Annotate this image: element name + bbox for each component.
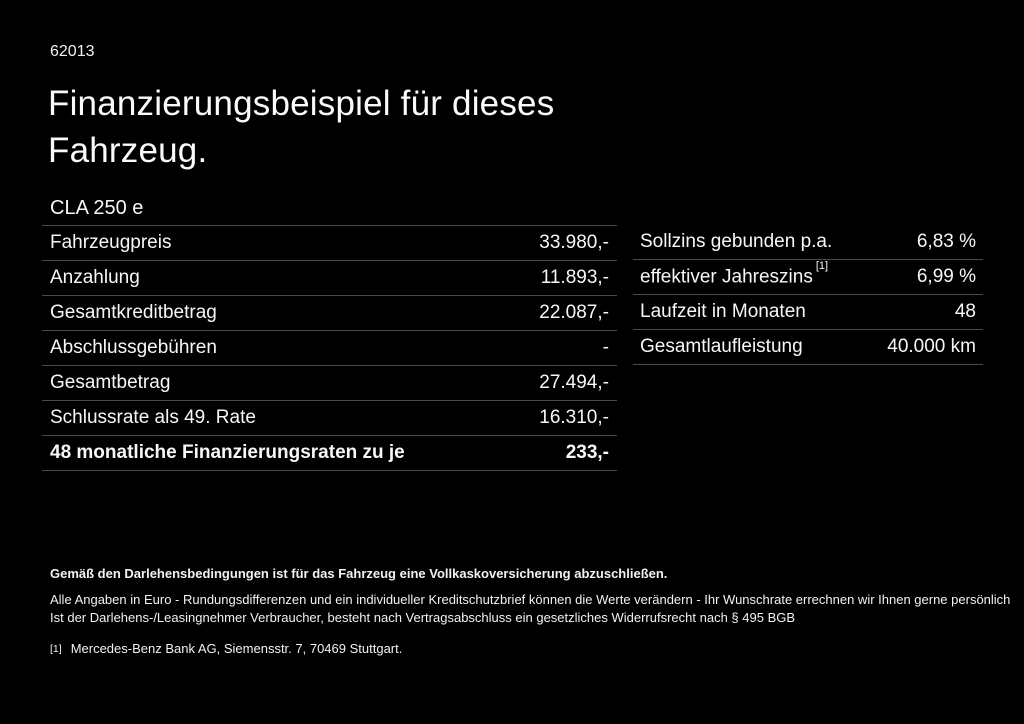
row-value: 16.310,- bbox=[539, 407, 609, 428]
table-row-fahrzeugpreis: Fahrzeugpreis 33.980,- bbox=[42, 225, 617, 260]
page-title-line-1: Finanzierungsbeispiel für dieses bbox=[48, 84, 555, 123]
footnote-ref: [1] bbox=[815, 259, 829, 272]
page-title-line-2: Fahrzeug. bbox=[48, 131, 208, 170]
row-label: Gesamtbetrag bbox=[50, 372, 171, 393]
table-row-gesamtbetrag: Gesamtbetrag 27.494,- bbox=[42, 365, 617, 400]
row-label-text: effektiver Jahreszins bbox=[640, 266, 813, 288]
table-row-abschlussgebuehren: Abschlussgebühren - bbox=[42, 330, 617, 365]
table-row-anzahlung: Anzahlung 11.893,- bbox=[42, 260, 617, 295]
row-value: 11.893,- bbox=[540, 267, 609, 288]
table-row-monatsrate: 48 monatliche Finanzierungsraten zu je 2… bbox=[42, 435, 617, 470]
row-value: 33.980,- bbox=[539, 232, 609, 253]
row-label: Gesamtkreditbetrag bbox=[50, 302, 217, 323]
footer-notes: Gemäß den Darlehensbedingungen ist für d… bbox=[50, 566, 1010, 656]
row-label: Laufzeit in Monaten bbox=[640, 301, 806, 322]
page-title: Finanzierungsbeispiel für dieses Fahrzeu… bbox=[48, 80, 554, 174]
finance-table: CLA 250 e Fahrzeugpreis 33.980,- Anzahlu… bbox=[42, 192, 617, 471]
row-label: Abschlussgebühren bbox=[50, 337, 217, 358]
footnote: [1] Mercedes-Benz Bank AG, Siemensstr. 7,… bbox=[50, 641, 1010, 656]
footnote-marker: [1] bbox=[50, 643, 62, 655]
row-value: 6,83 % bbox=[916, 231, 976, 252]
row-label: Schlussrate als 49. Rate bbox=[50, 407, 256, 428]
insurance-note: Gemäß den Darlehensbedingungen ist für d… bbox=[50, 566, 668, 581]
row-value: 40.000 km bbox=[887, 336, 976, 357]
table-row-sollzins: Sollzins gebunden p.a. 6,83 % bbox=[633, 225, 983, 260]
row-value: 27.494,- bbox=[539, 372, 609, 393]
disclaimer-line-1: Alle Angaben in Euro - Rundungsdifferenz… bbox=[50, 592, 1011, 607]
row-value: 6,99 % bbox=[916, 266, 976, 287]
table-row-schlussrate: Schlussrate als 49. Rate 16.310,- bbox=[42, 400, 617, 435]
doc-number: 62013 bbox=[50, 43, 95, 60]
footnote-text: Mercedes-Benz Bank AG, Siemensstr. 7, 70… bbox=[70, 641, 403, 656]
row-label: Gesamtlaufleistung bbox=[640, 336, 803, 357]
vehicle-model: CLA 250 e bbox=[50, 197, 144, 219]
table-row-gesamtlaufleistung: Gesamtlaufleistung 40.000 km bbox=[633, 330, 983, 365]
row-label: Anzahlung bbox=[50, 267, 140, 288]
row-value: 233,- bbox=[565, 442, 609, 463]
conditions-table: Sollzins gebunden p.a. 6,83 % effektiver… bbox=[633, 225, 983, 365]
row-label: Fahrzeugpreis bbox=[50, 232, 172, 253]
row-value: 22.087,- bbox=[539, 302, 609, 323]
row-value: 48 bbox=[954, 301, 976, 322]
row-label: 48 monatliche Finanzierungsraten zu je bbox=[50, 442, 405, 463]
row-label: Sollzins gebunden p.a. bbox=[640, 231, 833, 252]
table-row-gesamtkreditbetrag: Gesamtkreditbetrag 22.087,- bbox=[42, 295, 617, 330]
row-value: - bbox=[602, 337, 609, 358]
table-row-effektiver-jahreszins: effektiver Jahreszins[1] 6,99 % bbox=[633, 260, 983, 295]
table-row-laufzeit: Laufzeit in Monaten 48 bbox=[633, 295, 983, 330]
disclaimer-line-2: Ist der Darlehens-/Leasingnehmer Verbrau… bbox=[50, 610, 796, 625]
row-label: effektiver Jahreszins[1] bbox=[640, 260, 828, 288]
